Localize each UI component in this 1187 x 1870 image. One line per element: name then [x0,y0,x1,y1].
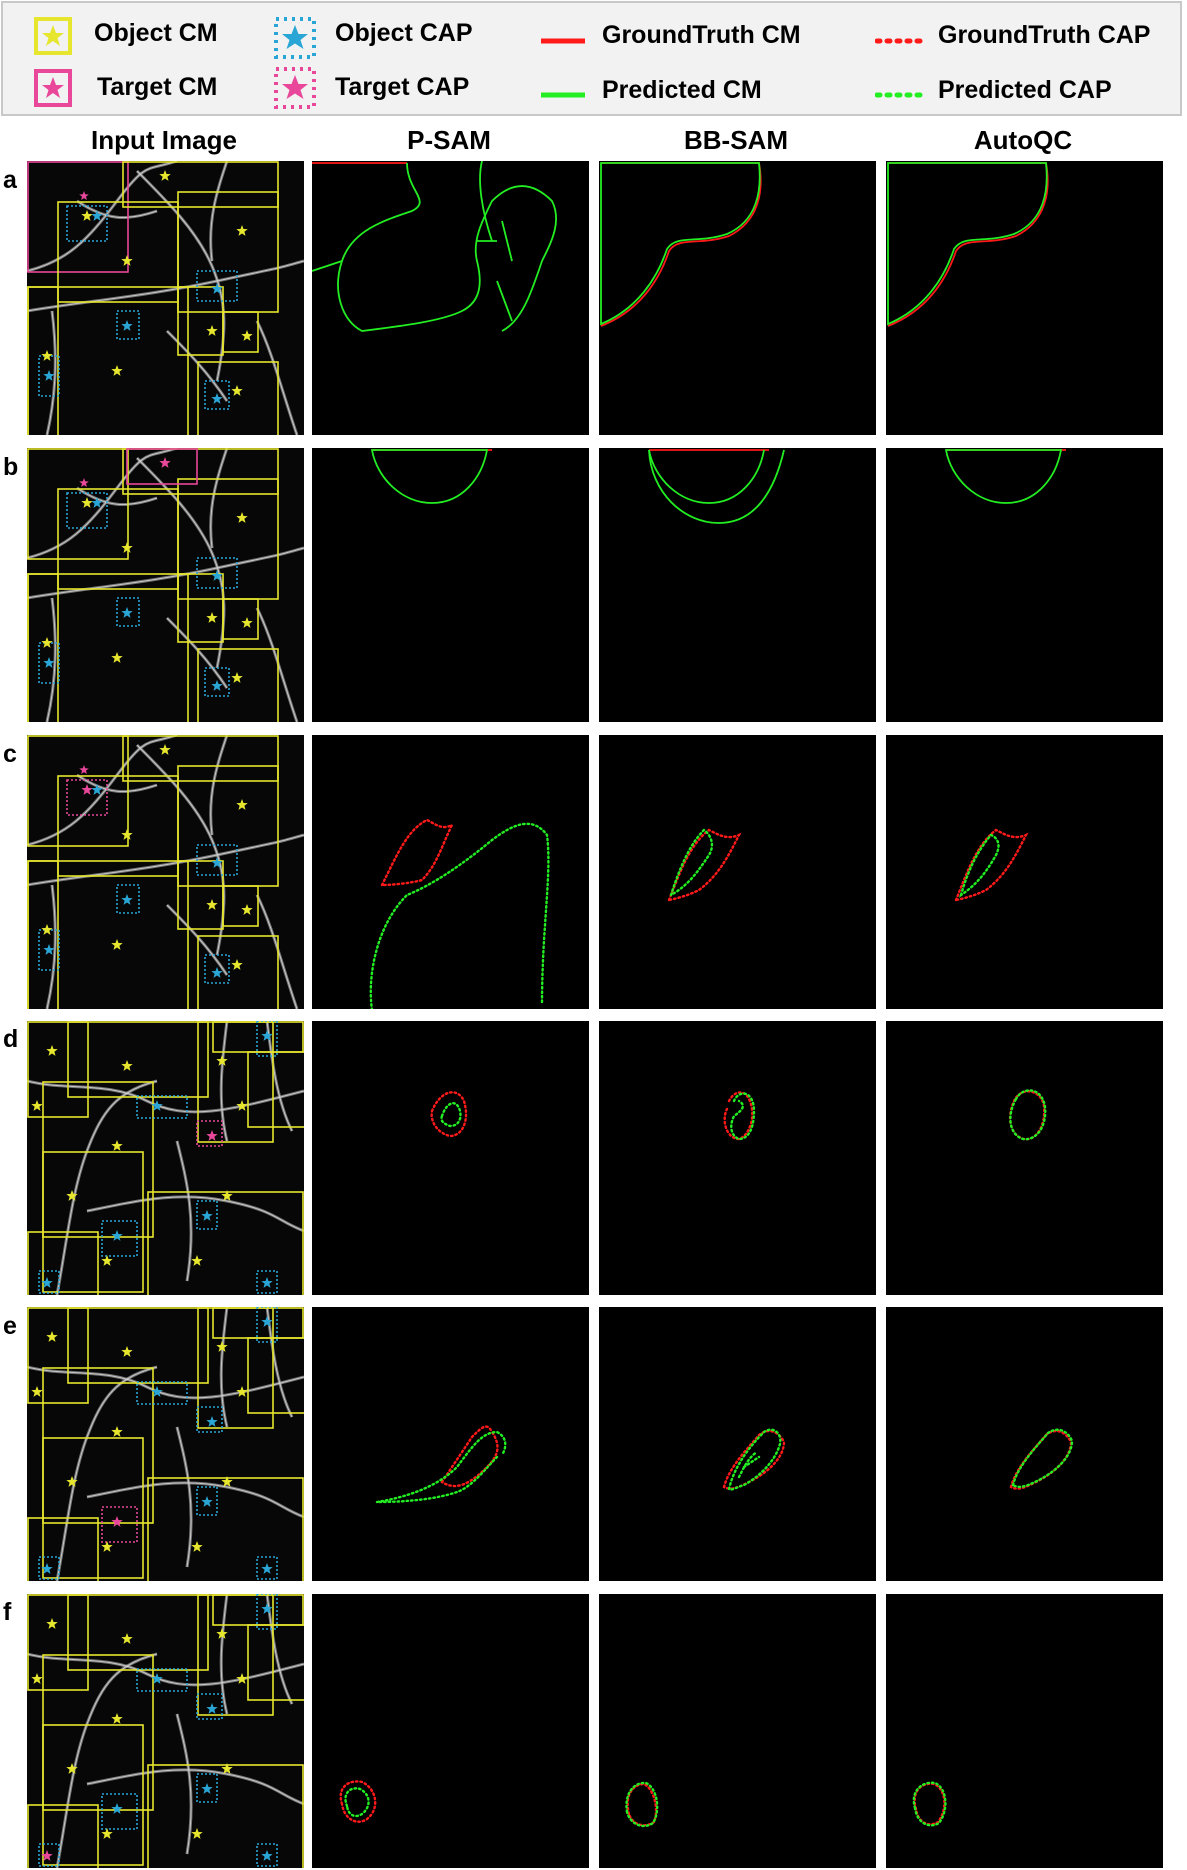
panel-c-autoqc [886,735,1163,1009]
panel-d-input-image [27,1021,304,1295]
panel-c-input-image [27,735,304,1009]
predicted-cm-line-icon [541,86,585,98]
legend-predicted-cap: Predicted CAP [938,76,1112,104]
panel-e-p-sam [312,1307,589,1581]
panel-c-p-sam [312,735,589,1009]
panel-a-bb-sam [599,161,876,435]
row-label-c: c [3,740,17,768]
panel-b-autoqc [886,448,1163,722]
panel-a-input-image [27,161,304,435]
target-cm-icon [33,68,73,108]
target-cap-icon [273,66,317,110]
panel-e-autoqc [886,1307,1163,1581]
panel-f-p-sam [312,1594,589,1868]
object-cm-icon [33,16,73,56]
row-label-b: b [3,453,19,481]
panel-a-autoqc [886,161,1163,435]
row-label-e: e [3,1312,17,1340]
column-header-autoqc: AutoQC [973,125,1073,155]
legend-object-cap: Object CAP [335,19,473,47]
panel-d-autoqc [886,1021,1163,1295]
legend: Object CM Target CM Object CAP Target CA… [1,1,1182,116]
row-label-a: a [3,166,17,194]
panel-f-input-image [27,1594,304,1868]
panel-b-input-image [27,448,304,722]
panel-d-p-sam [312,1021,589,1295]
panel-b-bb-sam [599,448,876,722]
column-header-p-sam: P-SAM [407,125,491,155]
row-label-d: d [3,1025,19,1053]
object-cap-icon [273,16,317,60]
panel-e-bb-sam [599,1307,876,1581]
legend-object-cm: Object CM [94,19,218,47]
panel-e-input-image [27,1307,304,1581]
legend-predicted-cm: Predicted CM [602,76,762,104]
legend-target-cm: Target CM [97,73,218,101]
panel-c-bb-sam [599,735,876,1009]
panel-f-autoqc [886,1594,1163,1868]
legend-groundtruth-cap: GroundTruth CAP [938,21,1151,49]
panel-b-p-sam [312,448,589,722]
panel-d-bb-sam [599,1021,876,1295]
panel-a-p-sam [312,161,589,435]
panel-f-bb-sam [599,1594,876,1868]
column-header-bb-sam: BB-SAM [684,125,788,155]
groundtruth-cm-line-icon [541,32,585,44]
legend-groundtruth-cm: GroundTruth CM [602,21,801,49]
column-header-input-image: Input Image [91,125,237,155]
row-label-f: f [3,1598,12,1626]
groundtruth-cap-dotted-icon [874,32,926,44]
legend-target-cap: Target CAP [335,73,470,101]
predicted-cap-dotted-icon [874,86,926,98]
